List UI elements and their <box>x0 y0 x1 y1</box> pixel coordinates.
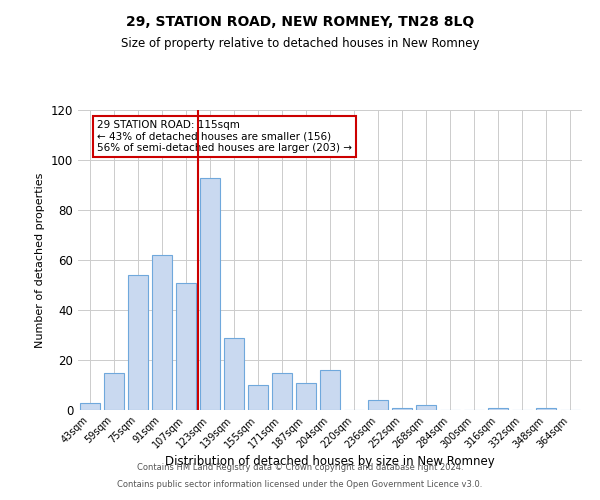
Text: 29 STATION ROAD: 115sqm
← 43% of detached houses are smaller (156)
56% of semi-d: 29 STATION ROAD: 115sqm ← 43% of detache… <box>97 120 352 153</box>
Text: 29, STATION ROAD, NEW ROMNEY, TN28 8LQ: 29, STATION ROAD, NEW ROMNEY, TN28 8LQ <box>126 15 474 29</box>
Bar <box>272 372 292 410</box>
Bar <box>392 408 412 410</box>
Text: Contains HM Land Registry data © Crown copyright and database right 2024.: Contains HM Land Registry data © Crown c… <box>137 464 463 472</box>
Bar <box>320 370 340 410</box>
Bar <box>416 405 436 410</box>
Y-axis label: Number of detached properties: Number of detached properties <box>35 172 45 348</box>
Bar <box>488 408 508 410</box>
Bar <box>368 400 388 410</box>
Bar <box>104 372 124 410</box>
Bar <box>200 178 220 410</box>
Bar <box>248 385 268 410</box>
Bar <box>176 282 196 410</box>
Text: Contains public sector information licensed under the Open Government Licence v3: Contains public sector information licen… <box>118 480 482 489</box>
Bar <box>536 408 556 410</box>
Bar <box>128 275 148 410</box>
Bar <box>224 338 244 410</box>
X-axis label: Distribution of detached houses by size in New Romney: Distribution of detached houses by size … <box>165 456 495 468</box>
Bar <box>152 255 172 410</box>
Bar <box>296 382 316 410</box>
Text: Size of property relative to detached houses in New Romney: Size of property relative to detached ho… <box>121 38 479 51</box>
Bar <box>80 402 100 410</box>
